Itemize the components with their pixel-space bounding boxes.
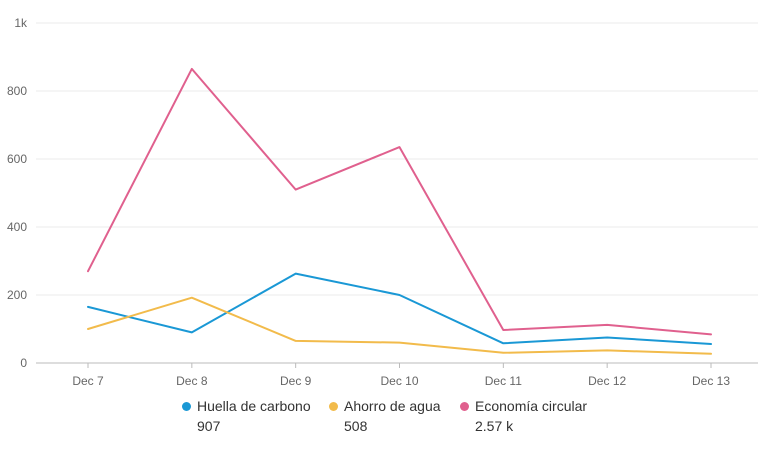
x-tick-label: Dec 11: [485, 374, 522, 388]
y-tick-label: 1k: [14, 16, 28, 30]
y-tick-label: 0: [20, 356, 27, 370]
legend-swatch: [460, 401, 469, 411]
series-line-0[interactable]: [87, 272, 712, 345]
y-tick-label: 800: [7, 84, 27, 98]
x-tick-label: Dec 10: [380, 374, 418, 388]
legend-swatch: [329, 401, 338, 411]
legend-item-ahorro[interactable]: Ahorro de agua 508: [329, 396, 441, 436]
legend-label: Huella de carbono: [197, 398, 311, 414]
gridlines: [36, 22, 758, 364]
y-tick-label: 400: [7, 220, 27, 234]
series-line-1[interactable]: [87, 296, 712, 355]
legend-label: Economía circular: [475, 398, 588, 414]
legend-total: 907: [197, 418, 221, 434]
y-tick-label: 200: [7, 288, 27, 302]
y-tick-label: 600: [7, 152, 27, 166]
x-tick-label: Dec 13: [692, 374, 730, 388]
legend-total: 2.57 k: [475, 418, 514, 434]
x-tick-label: Dec 7: [72, 374, 104, 388]
legend-label: Ahorro de agua: [344, 398, 441, 414]
legend: Huella de carbono 907 Ahorro de agua 508…: [0, 396, 758, 446]
y-axis: 0 200 400 600 800 1k: [7, 16, 28, 370]
legend-total: 508: [344, 418, 368, 434]
x-tick-label: Dec 8: [176, 374, 208, 388]
series-lines: [87, 67, 712, 355]
legend-item-huella[interactable]: Huella de carbono 907: [182, 396, 311, 436]
legend-item-economia[interactable]: Economía circular 2.57 k: [460, 396, 587, 436]
legend-swatch: [182, 401, 191, 411]
series-line-2[interactable]: [87, 67, 712, 336]
x-tick-label: Dec 9: [280, 374, 312, 388]
x-tick-label: Dec 12: [588, 374, 626, 388]
x-axis: Dec 7 Dec 8 Dec 9 Dec 10 Dec 11 Dec 12 Dec 13: [72, 363, 730, 388]
